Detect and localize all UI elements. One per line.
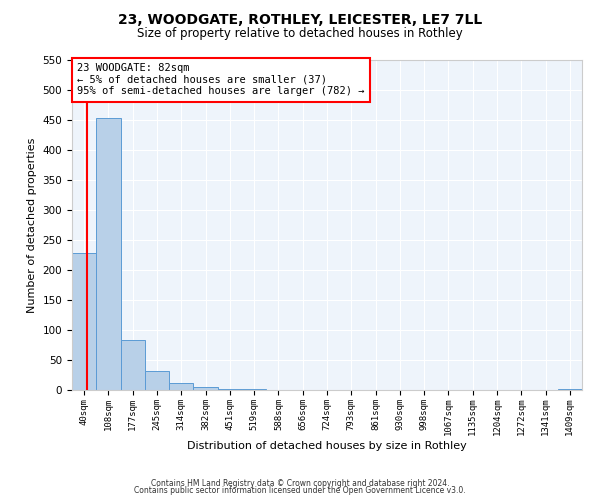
Text: 23 WOODGATE: 82sqm
← 5% of detached houses are smaller (37)
95% of semi-detached: 23 WOODGATE: 82sqm ← 5% of detached hous… [77, 64, 365, 96]
Text: Size of property relative to detached houses in Rothley: Size of property relative to detached ho… [137, 28, 463, 40]
Text: 23, WOODGATE, ROTHLEY, LEICESTER, LE7 7LL: 23, WOODGATE, ROTHLEY, LEICESTER, LE7 7L… [118, 12, 482, 26]
Text: Contains public sector information licensed under the Open Government Licence v3: Contains public sector information licen… [134, 486, 466, 495]
Bar [145, 371, 169, 390]
Text: Contains HM Land Registry data © Crown copyright and database right 2024.: Contains HM Land Registry data © Crown c… [151, 478, 449, 488]
Y-axis label: Number of detached properties: Number of detached properties [27, 138, 37, 312]
Bar [96, 118, 121, 390]
Bar [218, 389, 242, 390]
Bar [169, 383, 193, 390]
Bar [193, 387, 218, 390]
X-axis label: Distribution of detached houses by size in Rothley: Distribution of detached houses by size … [187, 441, 467, 451]
Bar [121, 340, 145, 390]
Bar [72, 253, 96, 390]
Bar [558, 389, 582, 390]
